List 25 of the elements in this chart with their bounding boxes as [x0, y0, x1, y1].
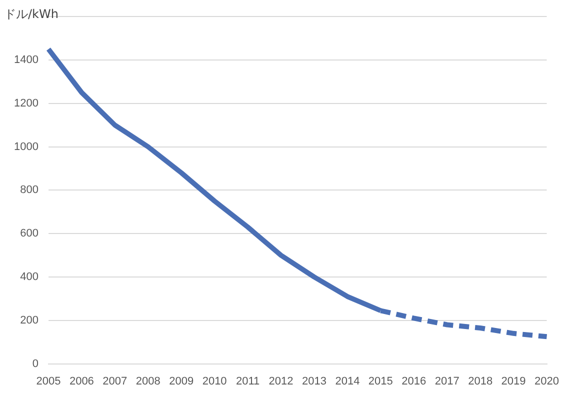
x-tick-label: 2016	[402, 375, 426, 388]
y-axis-title: ドル/kWh	[4, 6, 58, 23]
y-tick-label: 800	[20, 184, 38, 196]
x-tick-label: 2011	[236, 375, 260, 388]
x-tick-label: 2006	[69, 375, 94, 388]
x-tick-label: 2010	[202, 375, 227, 388]
y-tick-label: 1000	[14, 140, 38, 153]
x-tick-label: 2012	[268, 375, 294, 388]
x-tick-label: 2007	[102, 375, 128, 388]
x-tick-label: 2018	[468, 375, 493, 388]
x-tick-label: 2014	[335, 375, 360, 388]
x-tick-label: 2008	[136, 375, 160, 388]
x-tick-label: 2013	[302, 375, 326, 388]
y-tick-label: 400	[20, 271, 38, 284]
x-tick-label: 2015	[368, 375, 393, 388]
x-tick-label: 2019	[501, 375, 526, 388]
y-tick-label: 600	[20, 228, 38, 240]
y-tick-label: 1200	[14, 97, 38, 110]
x-tick-label: 2009	[169, 375, 194, 388]
x-tick-label: 2005	[36, 375, 61, 388]
y-tick-label: 1400	[14, 54, 38, 66]
y-tick-label: 200	[20, 314, 38, 326]
y-tick-label: 0	[32, 358, 38, 370]
x-tick-label: 2017	[434, 375, 460, 388]
x-tick-label: 2020	[534, 375, 560, 388]
